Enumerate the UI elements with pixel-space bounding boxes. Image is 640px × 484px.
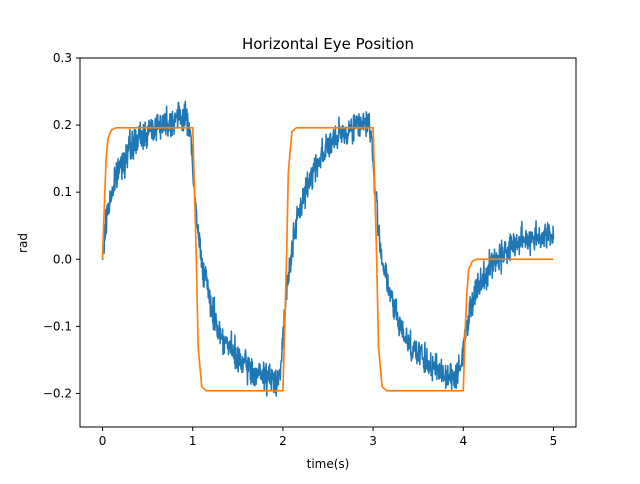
y-tick-label: 0.2 — [53, 118, 72, 132]
x-tick-label: 1 — [189, 434, 197, 448]
y-tick-label: −0.1 — [43, 319, 72, 333]
x-tick-label: 0 — [99, 434, 107, 448]
x-tick-label: 2 — [279, 434, 287, 448]
plot-area — [101, 100, 555, 397]
chart-title: Horizontal Eye Position — [242, 35, 414, 53]
series-1-line — [101, 126, 554, 392]
x-tick-label: 5 — [550, 434, 558, 448]
x-tick-label: 3 — [369, 434, 377, 448]
series-0-line — [101, 100, 555, 397]
y-axis-label: rad — [16, 233, 30, 253]
x-tick-label: 4 — [459, 434, 467, 448]
axes-frame — [79, 57, 577, 428]
y-tick-label: −0.2 — [43, 386, 72, 400]
x-axis-label: time(s) — [307, 457, 350, 471]
y-tick-label: 0.0 — [53, 252, 72, 266]
y-tick-label: 0.3 — [53, 51, 72, 65]
y-tick-label: 0.1 — [53, 185, 72, 199]
axis-ticks: 0 1 2 3 4 5 −0.2 −0.1 0.0 0.1 0.2 0.3 — [43, 51, 557, 448]
